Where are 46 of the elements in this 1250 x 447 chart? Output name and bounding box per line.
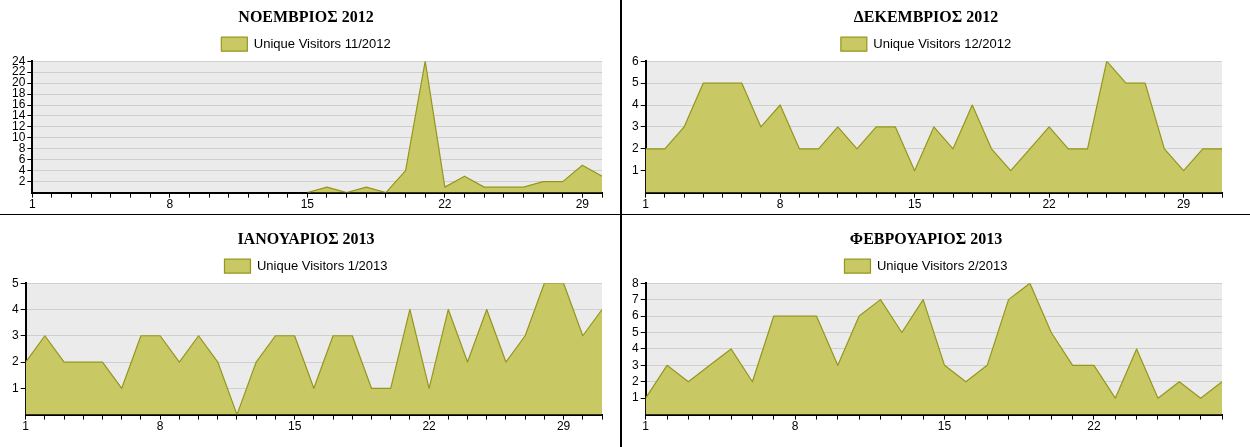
x-tick-label: 1 (29, 197, 36, 212)
x-tick-label: 15 (287, 419, 302, 434)
chart-title: ΝΟΕΜΒΡΙΟΣ 2012 (238, 7, 374, 25)
y-tick-label: 2 (631, 141, 639, 156)
y-tick-label: 3 (631, 357, 639, 372)
y-tick-label: 1 (11, 380, 19, 395)
legend-label: Unique Visitors 2/2013 (876, 257, 1008, 273)
legend-label: Unique Visitors 11/2012 (253, 35, 391, 51)
x-tick-label: 29 (575, 197, 590, 212)
y-tick-label: 5 (11, 275, 19, 290)
x-tick-label: 15 (907, 197, 922, 212)
x-tick-label: 1 (642, 419, 650, 434)
x-tick-label: 22 (1042, 197, 1057, 212)
x-tick-label: 8 (166, 197, 174, 212)
x-tick-label: 22 (422, 419, 437, 434)
y-tick-label: 3 (11, 328, 19, 343)
y-tick-label: 7 (631, 291, 639, 306)
y-tick-label: 2 (631, 374, 639, 389)
y-tick-label: 4 (631, 97, 639, 112)
y-tick-label: 4 (631, 341, 639, 356)
y-tick-label: 1 (631, 390, 639, 405)
y-tick-label: 5 (631, 75, 639, 90)
y-tick-label: 2 (18, 173, 26, 188)
chart-title: ΔΕΚΕΜΒΡΙΟΣ 2012 (853, 7, 999, 25)
y-tick-label: 6 (631, 308, 639, 323)
y-tick-label: 3 (631, 119, 639, 134)
chart-title: ΦΕΒΡΟΥΑΡΙΟΣ 2013 (849, 229, 1003, 247)
chart-title: ΙΑΝΟΥΑΡΙΟΣ 2013 (237, 229, 375, 247)
y-tick-label: 2 (11, 354, 19, 369)
x-tick-label: 8 (156, 419, 164, 434)
x-tick-label: 22 (438, 197, 452, 212)
x-tick-label: 15 (937, 419, 952, 434)
y-tick-label: 4 (11, 301, 19, 316)
y-tick-label: 5 (631, 324, 639, 339)
x-tick-label: 22 (1087, 419, 1101, 434)
x-tick-label: 8 (791, 419, 799, 434)
y-tick-label: 6 (631, 53, 639, 68)
legend-label: Unique Visitors 1/2013 (256, 257, 388, 273)
x-tick-label: 1 (642, 197, 650, 212)
x-tick-label: 29 (1176, 197, 1191, 212)
x-tick-label: 15 (300, 197, 315, 212)
x-tick-label: 29 (556, 419, 571, 434)
y-tick-label: 8 (631, 275, 639, 290)
x-tick-label: 8 (776, 197, 784, 212)
y-tick-label: 1 (631, 163, 639, 178)
legend-label: Unique Visitors 12/2012 (873, 35, 1012, 51)
